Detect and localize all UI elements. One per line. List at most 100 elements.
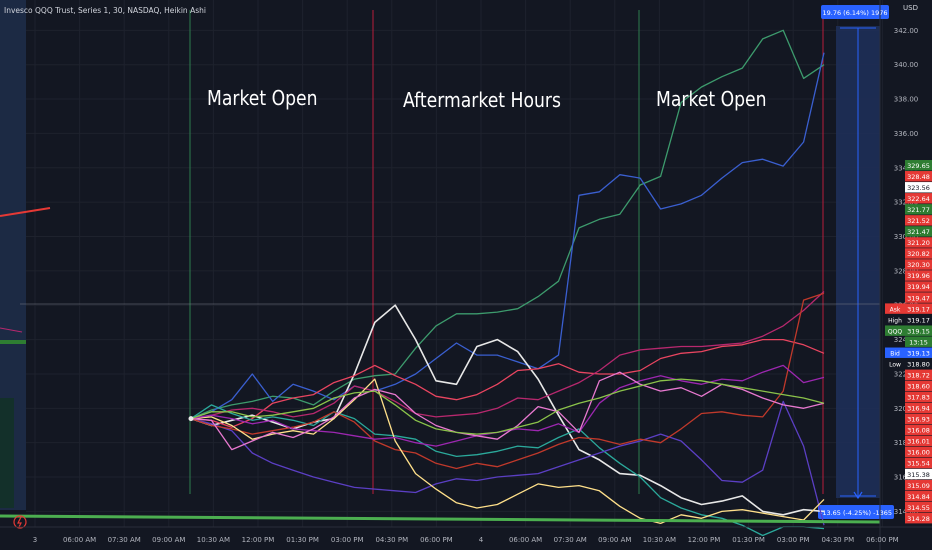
price-label-box	[905, 204, 932, 215]
price-label-text: 319.15	[907, 327, 930, 335]
price-label-box	[905, 336, 932, 347]
x-tick-label: 04:30 PM	[821, 536, 854, 544]
price-label-text: 316.08	[907, 427, 930, 435]
price-label-text: 315.09	[907, 482, 930, 490]
measure-tool[interactable]: 19.76 (6.14%) 1976 -13.65 (-4.25%) -1365	[818, 5, 894, 519]
annotation-market-open-1: Market Open	[207, 86, 318, 110]
x-tick-label: 03:00 PM	[777, 536, 810, 544]
price-label-box	[905, 501, 932, 513]
x-tick-label: 06:00 PM	[420, 536, 453, 544]
x-tick-label: 09:00 AM	[152, 536, 185, 544]
annotation-market-open-2: Market Open	[656, 87, 767, 111]
measure-top-badge	[821, 5, 889, 19]
x-tick-label: 01:30 PM	[286, 536, 319, 544]
price-label-box	[905, 171, 932, 182]
price-label-box	[905, 358, 932, 369]
price-label-text: 319.47	[907, 294, 930, 302]
price-label-box	[905, 347, 932, 358]
price-label-box	[905, 314, 932, 325]
price-label-text: 318.72	[907, 371, 930, 379]
price-label-text: 316.01	[907, 438, 930, 446]
price-label-box	[905, 490, 932, 502]
price-label-text: 315.54	[907, 460, 930, 468]
series-line	[190, 292, 825, 470]
chart-title: Invesco QQQ Trust, Series 1, 30, NASDAQ,…	[4, 6, 206, 15]
price-label-text: 13:15	[909, 338, 928, 346]
left-price-marker	[0, 340, 26, 344]
previous-session-line	[0, 327, 23, 333]
time-axis[interactable]: 3 06:00 AM 07:30 AM 09:00 AM 10:30 AM 12:00 P…	[33, 536, 899, 544]
grid-lines	[26, 0, 883, 527]
price-label-text: 318.60	[907, 383, 930, 391]
x-tick-label: 04:30 PM	[375, 536, 408, 544]
price-label-text: 317.83	[907, 394, 930, 402]
price-label-text: 319.13	[907, 349, 930, 357]
price-labels: 329.65 328.48 323.56 322.64 321.77 321.52 321.…	[885, 160, 932, 524]
x-tick-label: 3	[33, 536, 37, 544]
price-tag-box	[885, 325, 905, 336]
price-label-box	[905, 237, 932, 248]
price-label-box	[905, 292, 932, 303]
x-tick-label: 12:00 PM	[688, 536, 721, 544]
session-dividers	[189, 10, 824, 494]
bolt-icon[interactable]	[13, 515, 27, 529]
y-tick-label: 340.00	[894, 61, 919, 69]
price-label-text: 318.80	[907, 360, 930, 368]
left-volume-bar	[0, 398, 14, 508]
price-label-box	[905, 369, 932, 381]
price-label-box	[905, 457, 932, 469]
price-label-box	[905, 182, 932, 193]
y-tick-label: 338.00	[894, 96, 919, 104]
price-label-text: 314.28	[907, 515, 930, 523]
price-tag-text: Low	[889, 361, 901, 368]
x-tick-label: 01:30 PM	[732, 536, 765, 544]
price-label-box	[905, 160, 932, 171]
price-label-box	[905, 446, 932, 458]
price-label-text: 319.17	[907, 316, 930, 324]
series-line	[190, 371, 825, 451]
series-line	[190, 291, 825, 420]
measure-bottom-label: -13.65 (-4.25%) -1365	[820, 509, 892, 517]
price-tag-box	[885, 314, 905, 325]
price-label-text: 321.47	[907, 228, 930, 236]
y-tick-label: 336.00	[894, 130, 919, 138]
price-label-box	[905, 259, 932, 270]
series-line	[190, 378, 825, 525]
price-label-box	[905, 468, 932, 480]
annotation-aftermarket-hours: Aftermarket Hours	[403, 88, 561, 112]
series-line	[190, 364, 825, 447]
price-label-text: 320.30	[907, 261, 930, 269]
price-label-text: 320.82	[907, 250, 930, 258]
price-label-text: 321.52	[907, 217, 930, 225]
x-tick-label: 06:00 AM	[63, 536, 96, 544]
price-label-box	[905, 479, 932, 491]
price-label-text: 319.94	[907, 283, 930, 291]
x-tick-label: 07:30 AM	[554, 536, 587, 544]
series-line	[190, 304, 825, 516]
x-tick-label: 12:00 PM	[242, 536, 275, 544]
price-label-box	[905, 270, 932, 281]
y-tick-label: 342.00	[894, 27, 919, 35]
price-tag-text: Ask	[890, 306, 901, 313]
price-label-text: 316.00	[907, 449, 930, 457]
measure-top-label: 19.76 (6.14%) 1976	[822, 9, 887, 17]
series-line	[190, 29, 825, 420]
previous-session-trend-line	[0, 207, 51, 217]
price-label-text: 316.94	[907, 405, 930, 413]
price-label-text: 314.55	[907, 504, 930, 512]
price-label-box	[905, 193, 932, 204]
price-label-text: 321.20	[907, 239, 930, 247]
price-tag-text: Bid	[890, 350, 900, 357]
price-tag-text: High	[888, 317, 902, 324]
price-label-box	[905, 215, 932, 226]
price-label-text: 315.38	[907, 471, 930, 479]
x-tick-label: 07:30 AM	[108, 536, 141, 544]
x-tick-label: 4	[479, 536, 484, 544]
price-label-text: 319.96	[907, 272, 930, 280]
currency-label: USD	[903, 4, 918, 12]
x-tick-label: 10:30 AM	[197, 536, 230, 544]
x-tick-label: 06:00 AM	[509, 536, 542, 544]
x-tick-label: 03:00 PM	[331, 536, 364, 544]
series-line	[190, 404, 825, 537]
